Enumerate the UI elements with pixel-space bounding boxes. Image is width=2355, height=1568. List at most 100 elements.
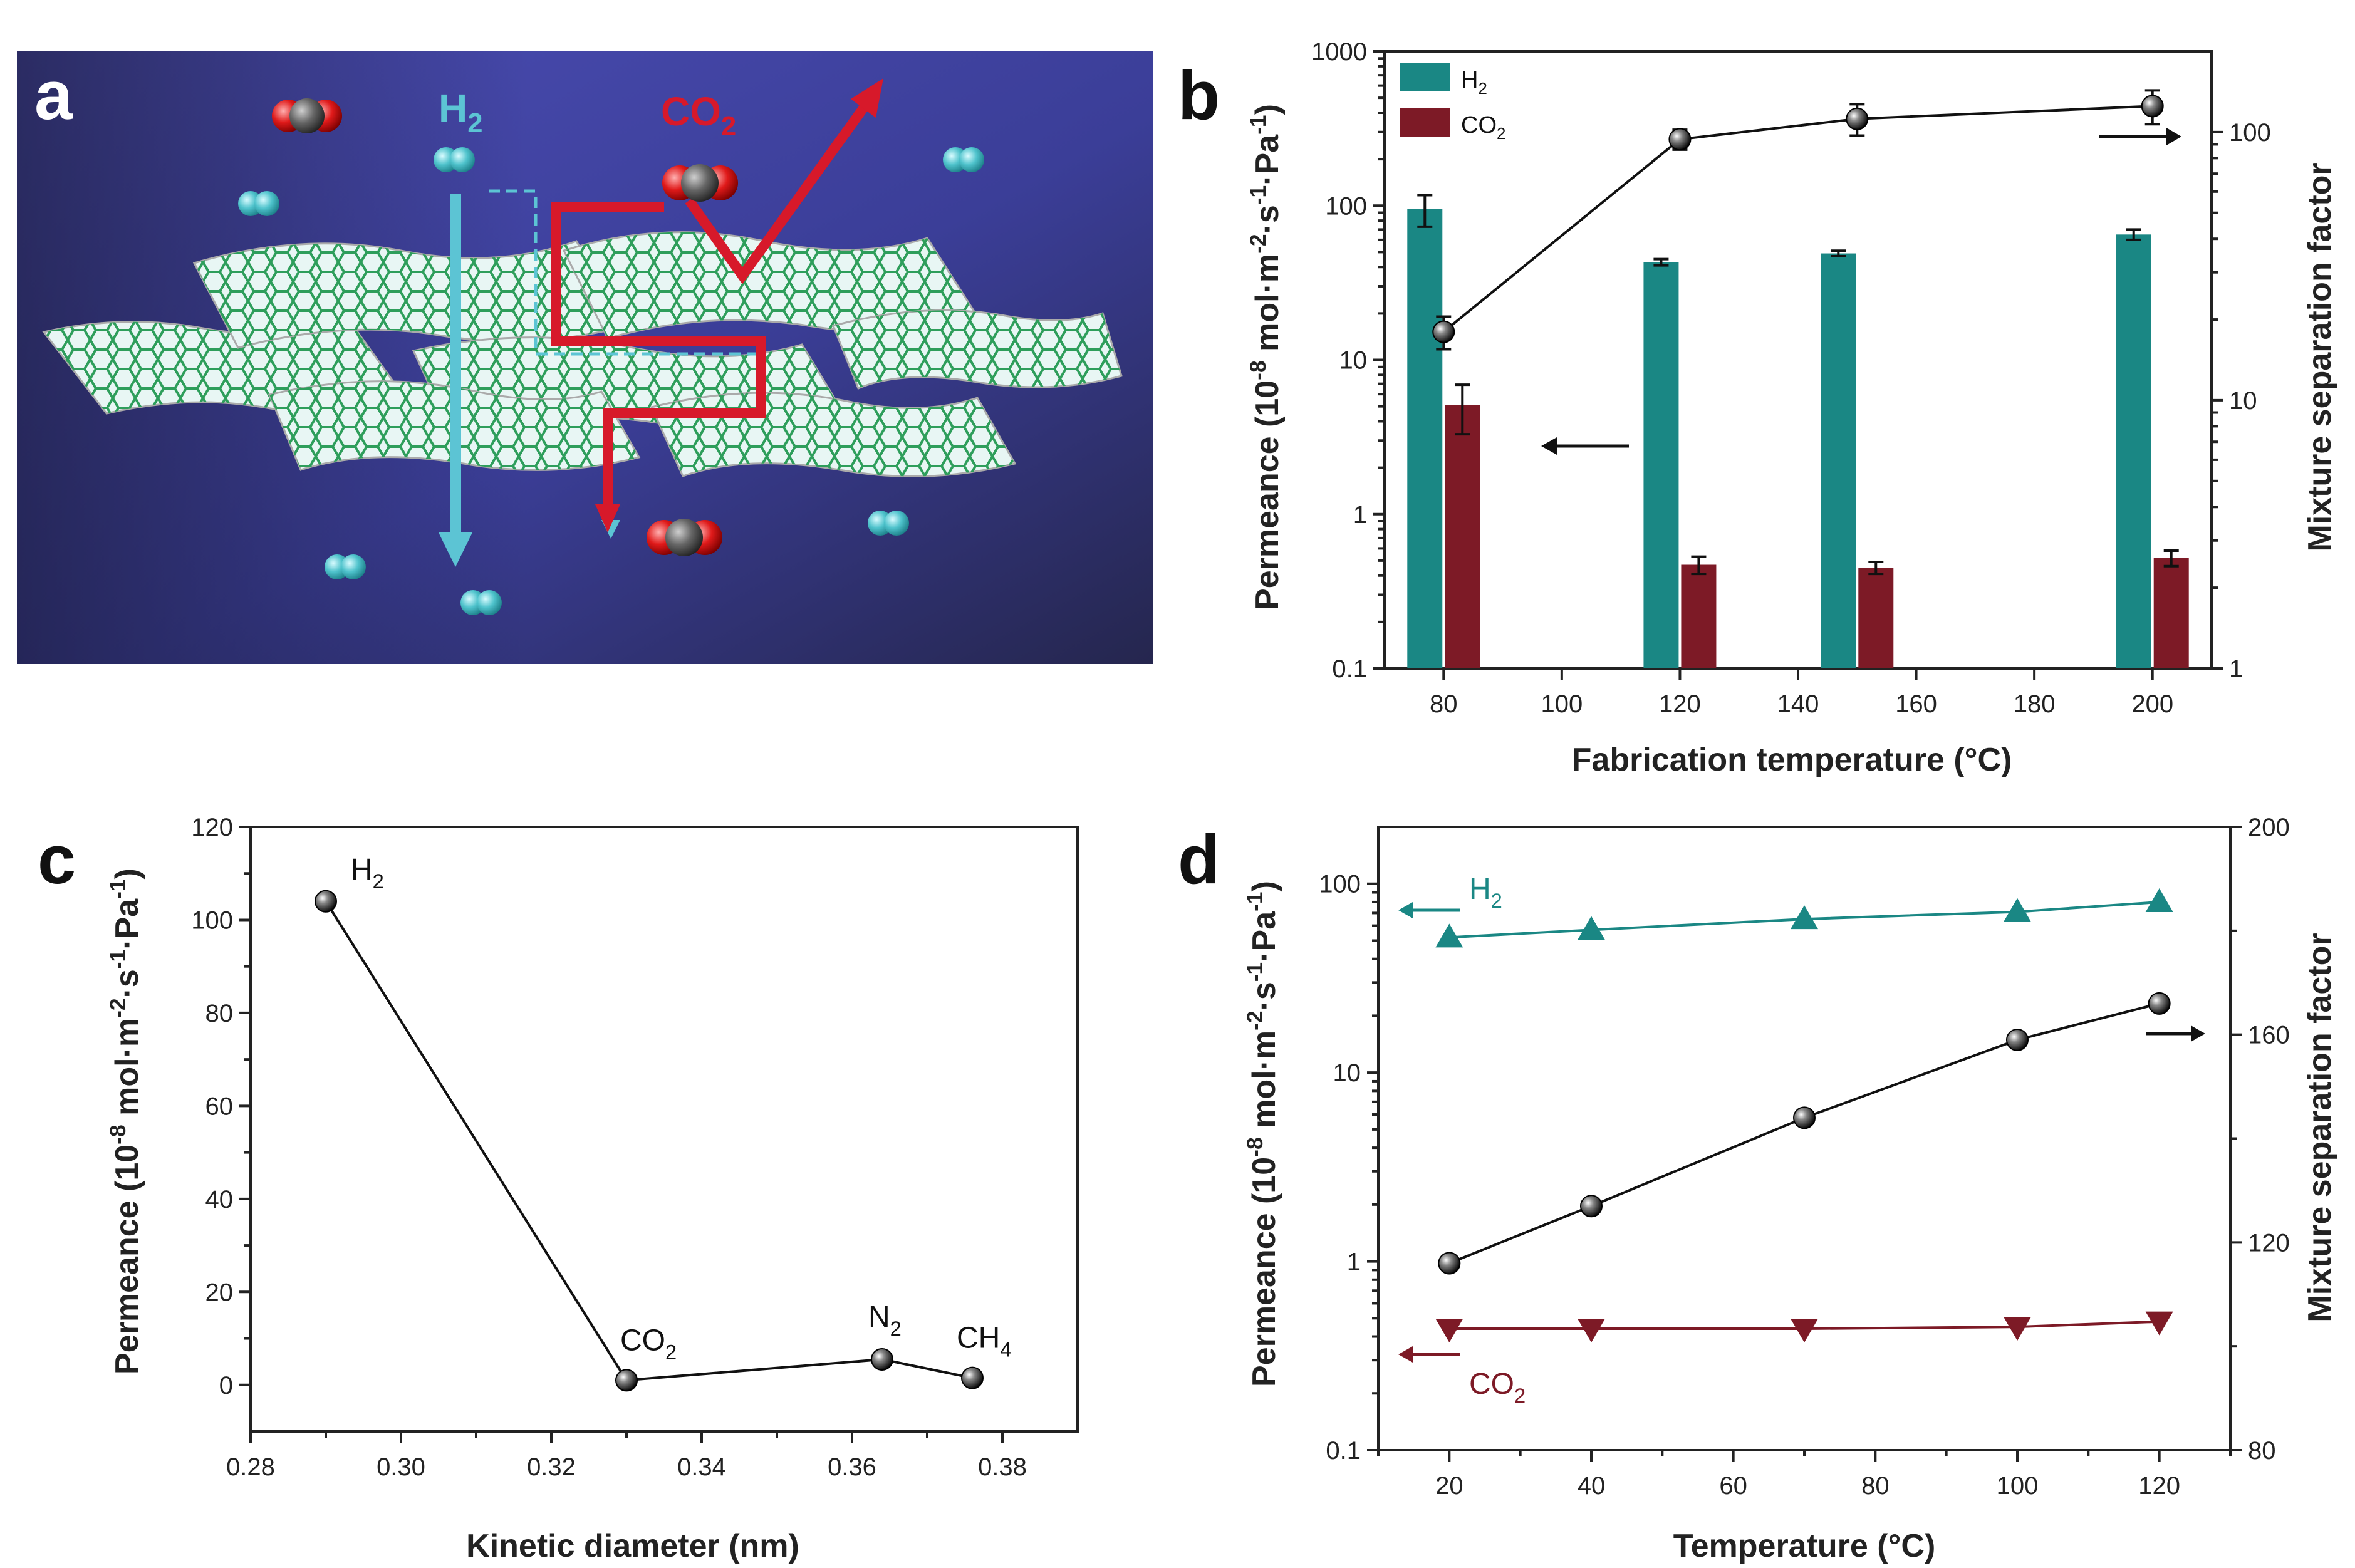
- co2-molecule: [662, 164, 738, 202]
- y-tick-label: 20: [205, 1279, 234, 1306]
- point-h2: [2145, 888, 2173, 912]
- panel-d-letter: d: [1178, 821, 1220, 898]
- h2-molecule: [868, 511, 909, 536]
- x-tick-label: 60: [1719, 1472, 1747, 1500]
- point-mixture-separation-factor: [2148, 992, 2171, 1015]
- separation-factor-line: [1443, 105, 2153, 333]
- y-tick-label: 40: [205, 1186, 234, 1213]
- legend-label-h2: H2: [1461, 67, 1487, 98]
- y2-tick-label: 10: [2229, 387, 2257, 415]
- y-tick-label: 10: [1339, 347, 1368, 375]
- y-tick-label: 100: [1325, 192, 1367, 220]
- x-tick-label: 100: [1541, 690, 1583, 718]
- point-label: CO2: [620, 1324, 677, 1363]
- permeance-line: [325, 900, 973, 1382]
- bar-co2: [2153, 558, 2189, 668]
- separation-factor-point: [1432, 320, 1455, 343]
- permeance-point: [871, 1347, 893, 1371]
- y-tick-label: 100: [1319, 871, 1361, 898]
- h2-molecule: [943, 147, 984, 172]
- x-tick-label: 140: [1777, 690, 1819, 718]
- point-co2: [2004, 1317, 2031, 1341]
- point-h2: [1578, 916, 1605, 940]
- legend-label-co2: CO2: [1461, 112, 1505, 143]
- x-tick-label: 0.32: [527, 1453, 576, 1481]
- x-tick-label: 80: [1430, 690, 1458, 718]
- y2-tick-label: 160: [2248, 1022, 2290, 1049]
- point-mixture-separation-factor: [1580, 1195, 1603, 1218]
- panel-b-x-axis-label: Fabrication temperature (°C): [1572, 742, 2012, 778]
- x-tick-label: 100: [1997, 1472, 2039, 1500]
- y-tick-label: 1: [1353, 501, 1367, 529]
- panel-d-x-axis-label: Temperature (°C): [1673, 1528, 1936, 1564]
- permeance-point: [961, 1366, 984, 1389]
- y2-tick-label: 100: [2229, 119, 2271, 147]
- point-h2: [1435, 923, 1463, 948]
- panel-d-h2-label: H2: [1469, 873, 1502, 912]
- x-tick-label: 0.30: [377, 1453, 425, 1481]
- y-tick-label: 0.1: [1332, 655, 1367, 683]
- panel-d-h2-arrow: [1398, 902, 1460, 918]
- point-h2: [1791, 905, 1818, 930]
- point-co2: [1578, 1319, 1605, 1343]
- y2-tick-label: 200: [2248, 814, 2290, 841]
- panel-b-y2-axis-label: Mixture separation factor: [2302, 162, 2338, 551]
- h2-molecule: [325, 554, 366, 579]
- bar-h2: [1821, 253, 1856, 669]
- x-tick-label: 80: [1861, 1472, 1890, 1500]
- point-label: N2: [868, 1301, 902, 1340]
- bar-co2: [1681, 564, 1717, 668]
- x-tick-label: 120: [1659, 690, 1701, 718]
- panel-c-x-axis-label: Kinetic diameter (nm): [466, 1528, 799, 1564]
- y-tick-label: 1000: [1311, 38, 1367, 66]
- legend-swatch-co2: [1400, 108, 1450, 137]
- separation-factor-point: [1668, 128, 1692, 151]
- h2-molecule: [238, 191, 279, 216]
- x-tick-label: 0.36: [828, 1453, 876, 1481]
- point-label: H2: [351, 853, 384, 893]
- panel-d-y-axis-label: Permeance (10-8 mol·m-2·s-1·Pa-1): [1243, 881, 1282, 1387]
- bar-co2: [1858, 568, 1894, 668]
- bar-h2: [1643, 262, 1679, 668]
- x-tick-label: 0.34: [677, 1453, 726, 1481]
- x-tick-label: 200: [2131, 690, 2173, 718]
- bar-h2: [2116, 234, 2151, 669]
- co2-path-arrow: [551, 78, 883, 532]
- y-tick-label: 100: [191, 906, 233, 934]
- y-tick-label: 60: [205, 1093, 234, 1120]
- panel-d-co2-label: CO2: [1469, 1368, 1526, 1407]
- panel-b-legend: H2 CO2: [1400, 63, 1505, 143]
- panel-c-chart: c 0.28 0.30 0.32 0.34 0.36 0.38 0 20 40 60 80 100 12…: [38, 814, 1079, 1564]
- legend-swatch-h2: [1400, 63, 1450, 91]
- point-h2: [2004, 898, 2031, 922]
- panel-d-co2-arrow: [1398, 1346, 1460, 1363]
- y2-tick-label: 80: [2248, 1437, 2276, 1465]
- x-tick-label: 20: [1435, 1472, 1463, 1500]
- panel-a-schematic: a: [17, 51, 1153, 664]
- panel-d-sep-arrow: [2146, 1025, 2205, 1042]
- panel-c-plot-frame: [249, 826, 1079, 1433]
- point-mixture-separation-factor: [1793, 1106, 1816, 1129]
- panel-d-y2-axis-label: Mixture separation factor: [2302, 933, 2338, 1322]
- bar-co2: [1445, 405, 1480, 668]
- panel-b-chart: b 80 100 120 140 160 180 200 0.1 1 10 100 1000 1 10 10…: [1178, 38, 2338, 778]
- permeance-point: [315, 890, 337, 913]
- h2-molecule: [460, 590, 502, 615]
- panel-c-letter: c: [38, 821, 76, 898]
- separation-factor-point: [1846, 107, 1869, 130]
- bar-h2: [1407, 209, 1443, 668]
- point-mixture-separation-factor: [1438, 1252, 1461, 1275]
- co2-molecule: [647, 519, 722, 556]
- y-tick-label: 10: [1333, 1059, 1361, 1087]
- x-tick-label: 0.28: [226, 1453, 275, 1481]
- point-co2: [1435, 1319, 1463, 1343]
- panel-b-arrow-right: [2099, 128, 2181, 145]
- point-label: CH4: [957, 1322, 1011, 1361]
- h2-molecule: [434, 147, 475, 172]
- separation-factor-point: [2141, 95, 2164, 118]
- panel-c-y-axis-label: Permeance (10-8 mol·m-2·s-1·Pa-1): [106, 868, 145, 1374]
- panel-b-plot-frame: [1383, 50, 2213, 670]
- y-tick-label: 120: [191, 814, 233, 841]
